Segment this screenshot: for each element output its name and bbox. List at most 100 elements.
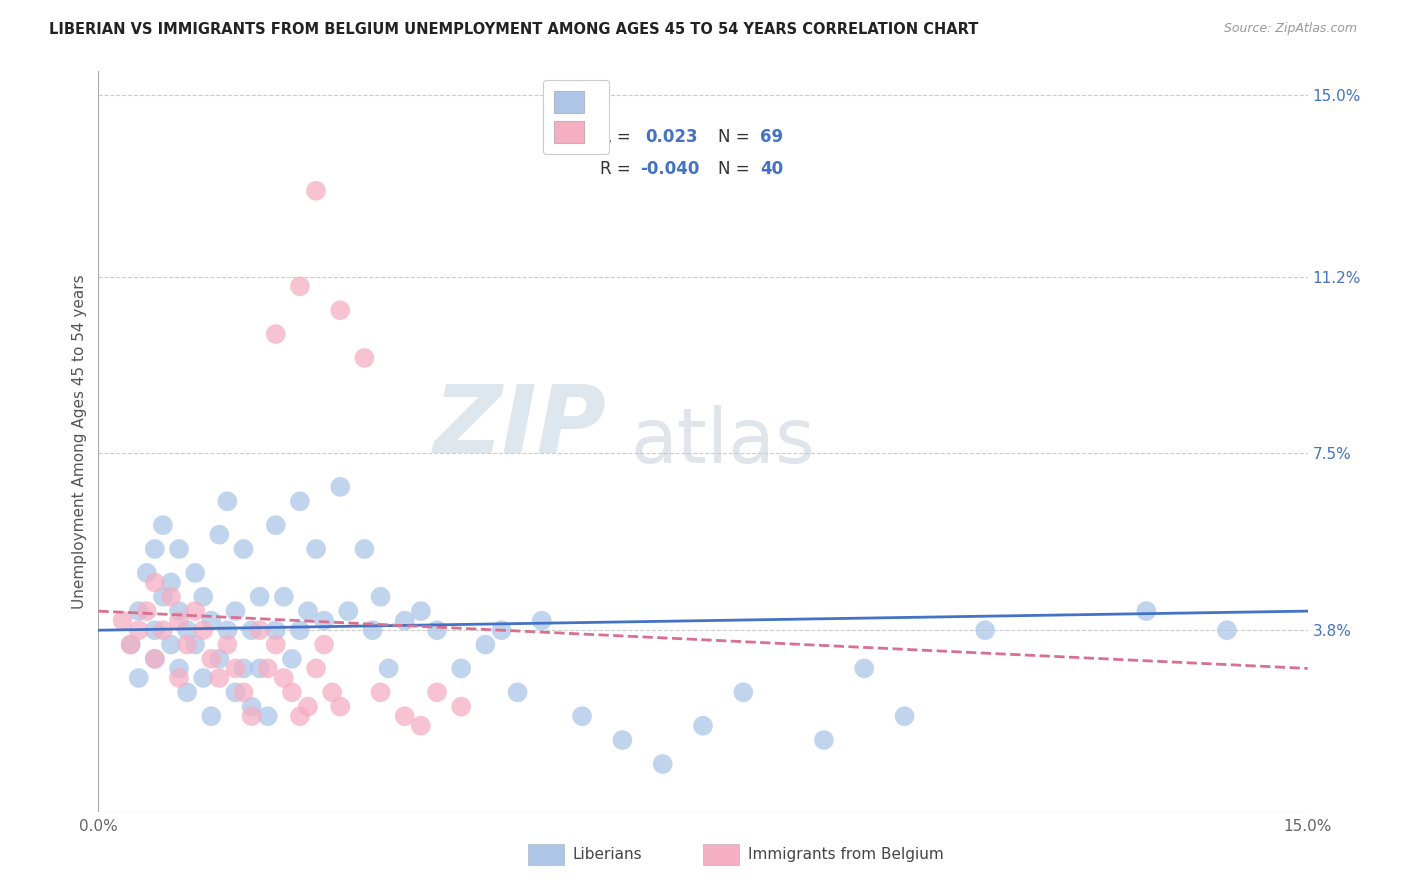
Point <box>256 661 278 675</box>
Point <box>200 614 222 628</box>
Point <box>530 614 553 628</box>
Point <box>571 709 593 723</box>
Point <box>128 604 150 618</box>
Point <box>232 685 254 699</box>
Point <box>200 652 222 666</box>
Point <box>167 541 190 556</box>
Point <box>208 527 231 541</box>
Point <box>120 638 142 652</box>
Point <box>394 614 416 628</box>
Point <box>232 661 254 675</box>
Text: ZIP: ZIP <box>433 381 606 473</box>
Point <box>184 604 207 618</box>
Point <box>208 652 231 666</box>
Point <box>249 590 271 604</box>
Point <box>1216 624 1239 638</box>
Point <box>143 624 166 638</box>
Text: R =: R = <box>600 160 631 178</box>
Point <box>288 494 311 508</box>
Point <box>167 671 190 685</box>
Point <box>240 709 263 723</box>
Point <box>288 709 311 723</box>
Point <box>240 624 263 638</box>
Point <box>135 566 157 580</box>
Point <box>200 709 222 723</box>
Point <box>232 541 254 556</box>
Point <box>240 699 263 714</box>
Point <box>264 518 287 533</box>
Point <box>167 661 190 675</box>
Text: atlas: atlas <box>630 405 815 478</box>
Point <box>273 590 295 604</box>
Point <box>264 624 287 638</box>
Point <box>314 638 336 652</box>
Point <box>337 604 360 618</box>
Point <box>491 624 513 638</box>
Point <box>813 733 835 747</box>
Point <box>152 624 174 638</box>
Point <box>409 604 432 618</box>
Point <box>361 624 384 638</box>
Point <box>353 351 375 365</box>
Point <box>377 661 399 675</box>
Point <box>167 614 190 628</box>
Y-axis label: Unemployment Among Ages 45 to 54 years: Unemployment Among Ages 45 to 54 years <box>72 274 87 609</box>
Point <box>474 638 496 652</box>
Point <box>409 719 432 733</box>
Legend: , : , <box>543 79 609 154</box>
Point <box>152 518 174 533</box>
Point <box>450 699 472 714</box>
Point <box>193 624 215 638</box>
FancyBboxPatch shape <box>527 845 564 865</box>
Point <box>143 652 166 666</box>
Point <box>249 661 271 675</box>
Text: 40: 40 <box>759 160 783 178</box>
Point <box>288 624 311 638</box>
Point <box>370 685 392 699</box>
Text: -0.040: -0.040 <box>640 160 700 178</box>
Point <box>217 494 239 508</box>
Point <box>329 480 352 494</box>
Point <box>264 638 287 652</box>
Point <box>128 624 150 638</box>
Text: 69: 69 <box>759 128 783 145</box>
Point <box>160 590 183 604</box>
Point <box>224 661 246 675</box>
Point <box>426 624 449 638</box>
Point <box>143 652 166 666</box>
Point <box>152 590 174 604</box>
Point <box>329 303 352 318</box>
Point <box>370 590 392 604</box>
Point <box>217 638 239 652</box>
Point <box>143 541 166 556</box>
Point <box>128 671 150 685</box>
Point <box>288 279 311 293</box>
Text: Source: ZipAtlas.com: Source: ZipAtlas.com <box>1223 22 1357 36</box>
Text: Liberians: Liberians <box>572 847 643 863</box>
Point <box>426 685 449 699</box>
Point <box>281 652 304 666</box>
Point <box>193 590 215 604</box>
Point <box>273 671 295 685</box>
Point <box>321 685 343 699</box>
Point <box>120 638 142 652</box>
Point <box>167 604 190 618</box>
Point <box>297 699 319 714</box>
Text: N =: N = <box>717 160 749 178</box>
Text: N =: N = <box>717 128 749 145</box>
Point <box>217 624 239 638</box>
Point <box>651 756 673 771</box>
Point <box>208 671 231 685</box>
Point <box>264 327 287 342</box>
Point <box>329 699 352 714</box>
Point <box>450 661 472 675</box>
Text: 0.023: 0.023 <box>645 128 697 145</box>
Point <box>353 541 375 556</box>
Point <box>297 604 319 618</box>
Point <box>974 624 997 638</box>
Point <box>1135 604 1157 618</box>
Text: Immigrants from Belgium: Immigrants from Belgium <box>748 847 943 863</box>
Point <box>281 685 304 699</box>
Point <box>893 709 915 723</box>
Point <box>224 604 246 618</box>
